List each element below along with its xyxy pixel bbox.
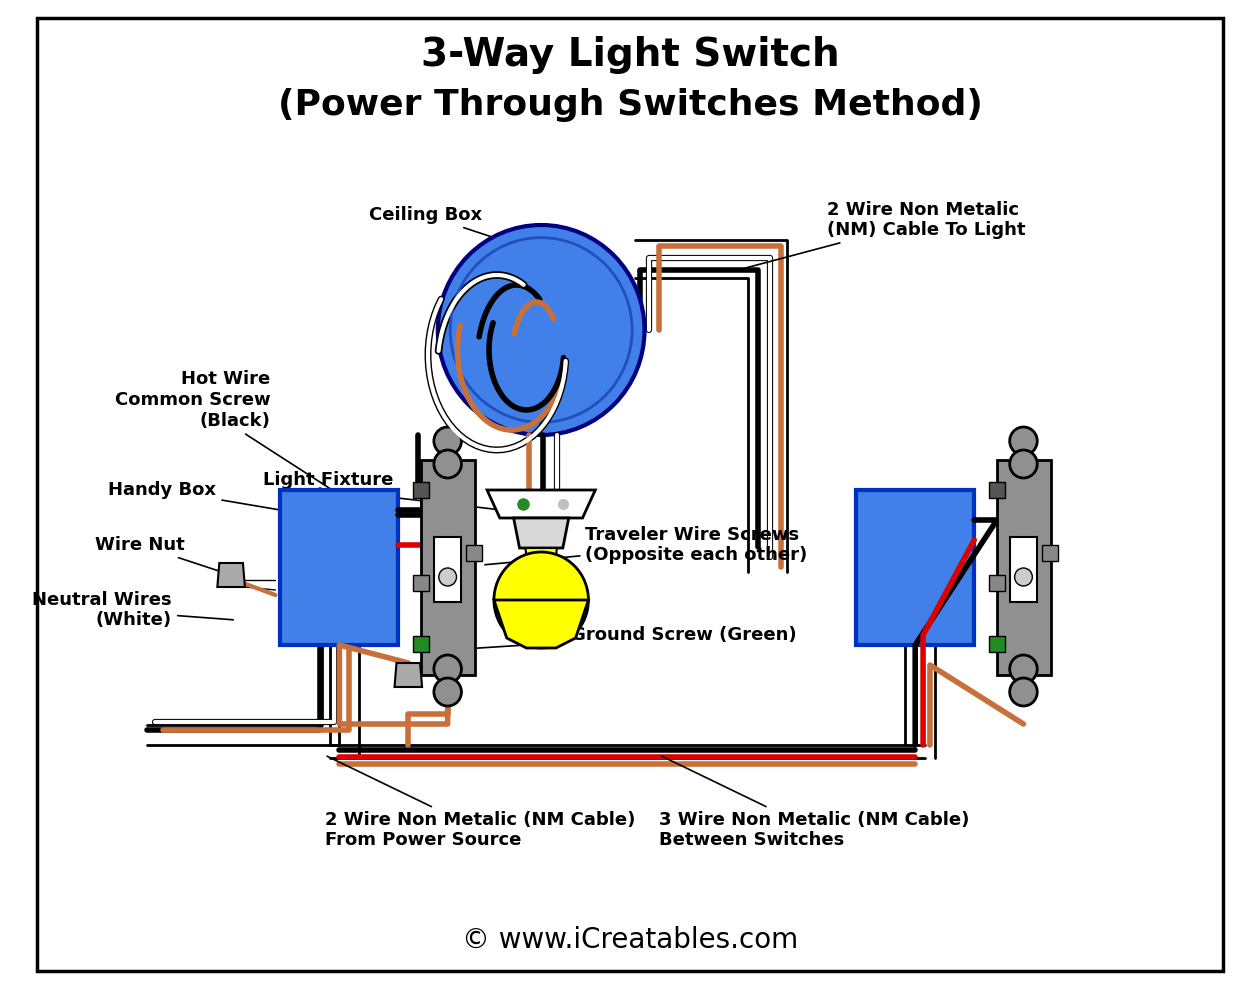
Circle shape (1010, 655, 1037, 683)
Text: Light Fixture
and Light: Light Fixture and Light (263, 471, 499, 509)
Circle shape (434, 450, 462, 478)
Bar (989, 482, 1005, 498)
Text: 2 Wire Non Metalic (NM Cable)
From Power Source: 2 Wire Non Metalic (NM Cable) From Power… (325, 757, 635, 850)
Text: 3-Way Light Switch: 3-Way Light Switch (421, 36, 840, 74)
Text: © www.iCreatables.com: © www.iCreatables.com (462, 926, 798, 954)
Circle shape (1010, 427, 1037, 455)
Circle shape (439, 568, 457, 586)
Polygon shape (494, 600, 588, 648)
Text: 2 Wire Non Metalic
(NM) Cable To Light: 2 Wire Non Metalic (NM) Cable To Light (741, 201, 1025, 269)
Bar (280, 490, 398, 645)
Text: 3 Wire Non Metalic (NM Cable)
Between Switches: 3 Wire Non Metalic (NM Cable) Between Sw… (659, 757, 969, 850)
Bar (413, 575, 429, 591)
Bar (467, 545, 482, 561)
Polygon shape (395, 663, 422, 687)
Circle shape (1010, 450, 1037, 478)
Text: Hot Wire
Common Screw
(Black): Hot Wire Common Screw (Black) (115, 370, 376, 518)
Text: (Power Through Switches Method): (Power Through Switches Method) (278, 88, 983, 122)
Circle shape (434, 427, 462, 455)
Text: Ground Screw (Green): Ground Screw (Green) (450, 626, 797, 650)
Circle shape (434, 678, 462, 706)
Circle shape (1015, 568, 1033, 586)
Bar (1042, 545, 1057, 561)
Bar (989, 636, 1005, 652)
Bar (413, 482, 429, 498)
Bar (434, 537, 462, 602)
Polygon shape (217, 563, 244, 587)
Text: Wire Nut: Wire Nut (96, 536, 228, 575)
Bar (997, 460, 1051, 675)
Text: Handy Box: Handy Box (108, 481, 278, 509)
Circle shape (434, 655, 462, 683)
Bar (1010, 537, 1037, 602)
Circle shape (438, 225, 644, 435)
Polygon shape (486, 490, 596, 518)
Bar (421, 460, 475, 675)
Text: Traveler Wire Screws
(Opposite each other): Traveler Wire Screws (Opposite each othe… (485, 525, 808, 565)
Polygon shape (514, 518, 568, 548)
Bar (989, 575, 1005, 591)
Bar (413, 636, 429, 652)
Polygon shape (525, 548, 557, 565)
Circle shape (494, 552, 588, 648)
Text: Ceiling Box: Ceiling Box (369, 206, 529, 249)
Circle shape (1010, 678, 1037, 706)
Bar (856, 490, 974, 645)
Text: Neutral Wires
(White): Neutral Wires (White) (32, 590, 233, 629)
